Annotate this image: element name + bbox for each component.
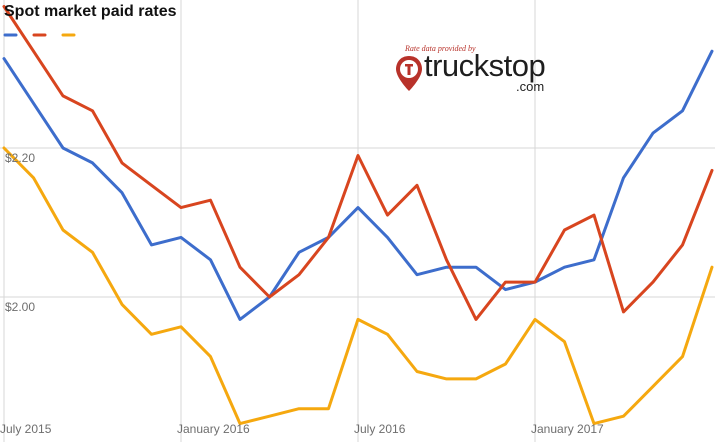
series-lines [2,5,714,426]
x-tick-label-0: July 2015 [0,422,52,436]
tick-labels: $2.20 $2.00 July 2015 January 2016 July 2016… [0,151,604,436]
pin-icon [396,56,422,91]
logo-caption: Rate data provided by [405,44,476,53]
series-line-2 [2,146,714,426]
y-tick-label-0: $2.20 [5,151,35,165]
y-tick-label-1: $2.00 [5,300,35,314]
x-tick-label-2: July 2016 [354,422,406,436]
series-line-1 [2,5,714,321]
x-tick-label-3: January 2017 [531,422,604,436]
series-line-0 [2,49,714,321]
logo-suffix: .com [516,79,545,94]
x-tick-label-1: January 2016 [177,422,250,436]
chart-title: Spot market paid rates [4,3,177,20]
logo-wordmark: truckstop [424,48,546,83]
